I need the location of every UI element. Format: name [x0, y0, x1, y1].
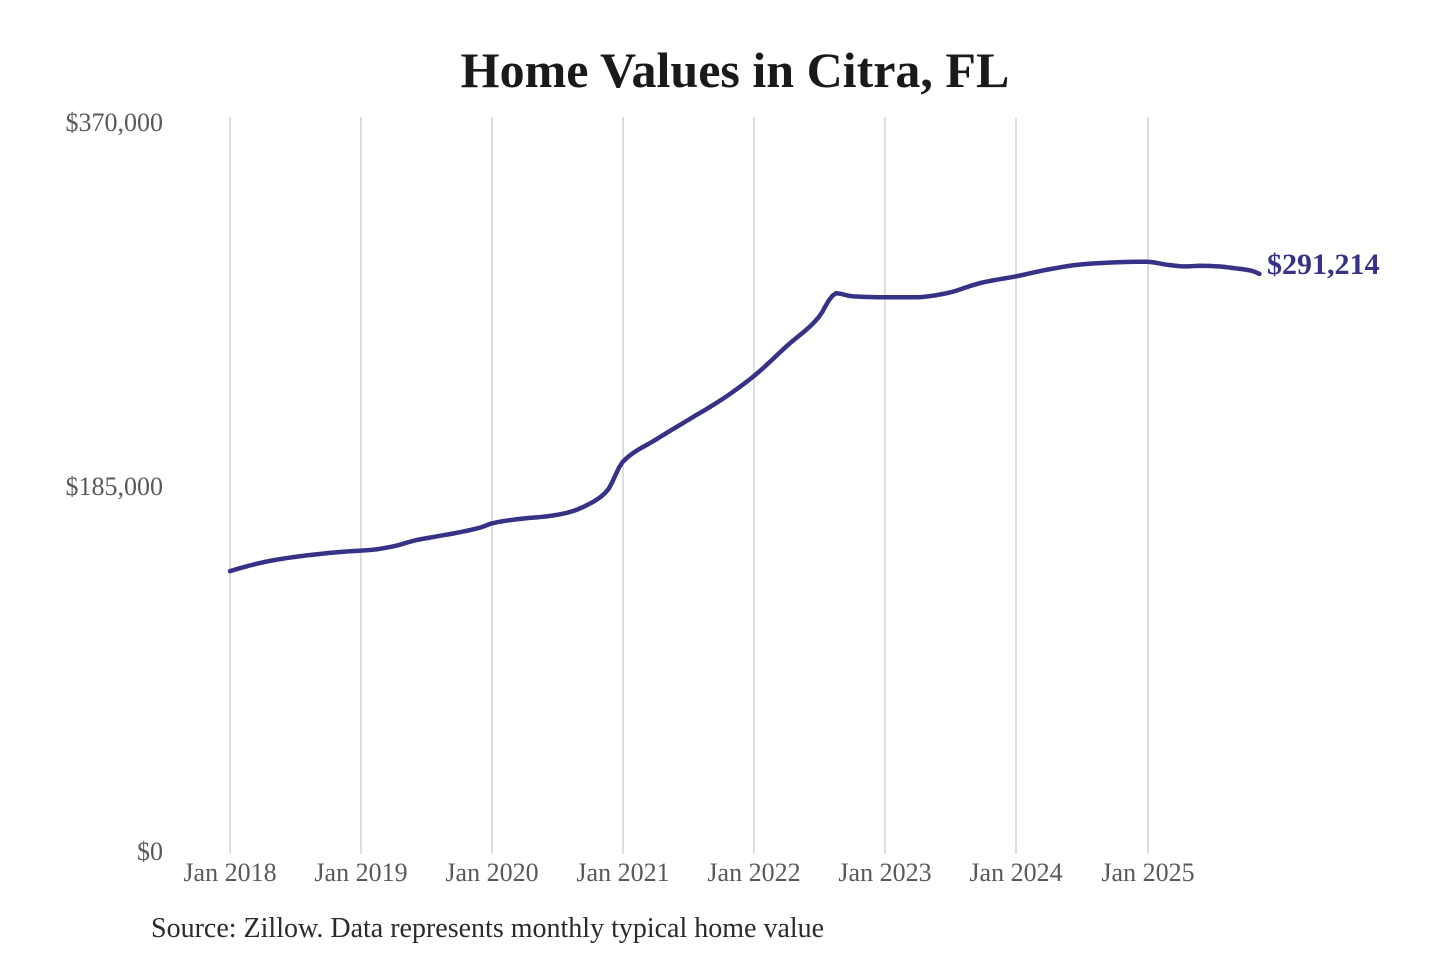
svg-text:Jan 2020: Jan 2020: [445, 858, 538, 887]
svg-text:$0: $0: [137, 837, 163, 866]
svg-text:Jan 2021: Jan 2021: [576, 858, 669, 887]
svg-text:Jan 2018: Jan 2018: [183, 858, 276, 887]
svg-text:Jan 2022: Jan 2022: [707, 858, 800, 887]
svg-text:$291,214: $291,214: [1267, 248, 1380, 281]
svg-text:Jan 2019: Jan 2019: [314, 858, 407, 887]
svg-text:Jan 2023: Jan 2023: [838, 858, 931, 887]
svg-text:$185,000: $185,000: [66, 472, 164, 501]
svg-text:$370,000: $370,000: [66, 108, 164, 137]
svg-text:Jan 2025: Jan 2025: [1101, 858, 1194, 887]
svg-text:Jan 2024: Jan 2024: [969, 858, 1062, 887]
